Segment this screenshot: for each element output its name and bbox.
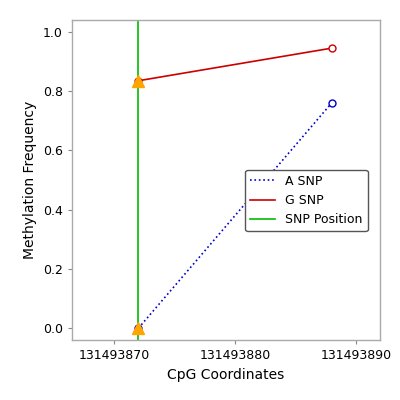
Legend: A SNP, G SNP, SNP Position: A SNP, G SNP, SNP Position (245, 170, 368, 231)
X-axis label: CpG Coordinates: CpG Coordinates (167, 368, 285, 382)
Y-axis label: Methylation Frequency: Methylation Frequency (24, 101, 38, 259)
